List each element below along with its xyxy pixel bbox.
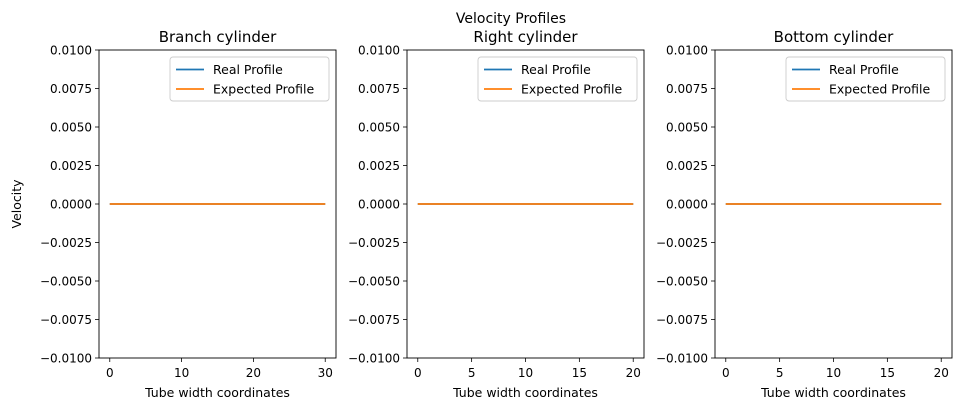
y-axis-label: Velocity: [9, 179, 24, 229]
y-tick-label: 0.0075: [358, 82, 400, 96]
y-tick-label: −0.0025: [348, 236, 400, 250]
axes-frame: [406, 49, 645, 359]
x-tick-label: 0: [106, 366, 114, 380]
legend-label: Expected Profile: [829, 82, 930, 97]
y-tick-label: −0.0050: [40, 275, 92, 289]
y-tick-label: 0.0050: [666, 121, 708, 135]
y-tick-label: 0.0050: [358, 121, 400, 135]
legend-label: Expected Profile: [521, 82, 622, 97]
y-tick-label: −0.0075: [40, 313, 92, 327]
x-axis-label: Tube width coordinates: [144, 385, 290, 400]
figure-suptitle: Velocity Profiles: [456, 11, 566, 27]
subplot-2: Right cylinder −0.0100 −0.0075 −0.0050 −0.00…: [348, 28, 645, 400]
x-tick-label: 30: [318, 366, 333, 380]
y-tick-label: 0.0025: [50, 159, 92, 173]
x-tick-label: 20: [934, 366, 949, 380]
legend-box: [477, 56, 638, 102]
y-tick-label: −0.0050: [348, 275, 400, 289]
y-tick-label: 0.0025: [358, 159, 400, 173]
y-tick-label: 0.0100: [50, 44, 92, 58]
y-tick-label: −0.0100: [348, 352, 400, 366]
subplot-title: Branch cylinder: [159, 28, 277, 46]
x-tick-label: 10: [174, 366, 189, 380]
x-tick-label: 15: [572, 366, 587, 380]
x-tick-label: 0: [722, 366, 730, 380]
subplot-title: Bottom cylinder: [774, 28, 895, 46]
axes-frame: [98, 49, 337, 359]
legend-box: [785, 56, 946, 102]
y-tick-label: 0.0075: [50, 82, 92, 96]
y-tick-label: 0.0100: [358, 44, 400, 58]
y-tick-label: 0.0025: [666, 159, 708, 173]
legend-label: Real Profile: [521, 62, 591, 77]
x-tick-label: 20: [246, 366, 261, 380]
axes-frame: [714, 49, 953, 359]
x-axis-label: Tube width coordinates: [452, 385, 598, 400]
y-tick-label: −0.0025: [656, 236, 708, 250]
x-tick-label: 5: [468, 366, 476, 380]
y-tick-label: −0.0075: [656, 313, 708, 327]
y-tick-label: −0.0100: [656, 352, 708, 366]
y-tick-label: −0.0100: [40, 352, 92, 366]
y-tick-label: 0.0050: [50, 121, 92, 135]
subplot-1: Branch cylinder −0.0100 −0.0075 −0.0050 −0.0…: [9, 28, 337, 400]
legend: Real Profile Expected Profile: [477, 56, 638, 102]
subplot-title: Right cylinder: [473, 28, 578, 46]
subplot-3: Bottom cylinder −0.0100 −0.0075 −0.0050 −0.0…: [656, 28, 953, 400]
y-tick-label: 0.0075: [666, 82, 708, 96]
legend-box: [169, 56, 330, 102]
x-tick-label: 0: [414, 366, 422, 380]
y-tick-label: −0.0025: [40, 236, 92, 250]
legend-label: Real Profile: [213, 62, 283, 77]
y-tick-label: −0.0075: [348, 313, 400, 327]
legend: Real Profile Expected Profile: [785, 56, 946, 102]
y-tick-label: 0.0000: [666, 198, 708, 212]
legend: Real Profile Expected Profile: [169, 56, 330, 102]
y-tick-label: 0.0000: [50, 198, 92, 212]
x-tick-label: 10: [826, 366, 841, 380]
legend-label: Real Profile: [829, 62, 899, 77]
legend-label: Expected Profile: [213, 82, 314, 97]
x-axis-label: Tube width coordinates: [760, 385, 906, 400]
y-tick-label: 0.0100: [666, 44, 708, 58]
x-tick-label: 5: [776, 366, 784, 380]
y-tick-label: 0.0000: [358, 198, 400, 212]
x-tick-label: 15: [880, 366, 895, 380]
y-tick-label: −0.0050: [656, 275, 708, 289]
x-tick-label: 10: [518, 366, 533, 380]
x-tick-label: 20: [626, 366, 641, 380]
